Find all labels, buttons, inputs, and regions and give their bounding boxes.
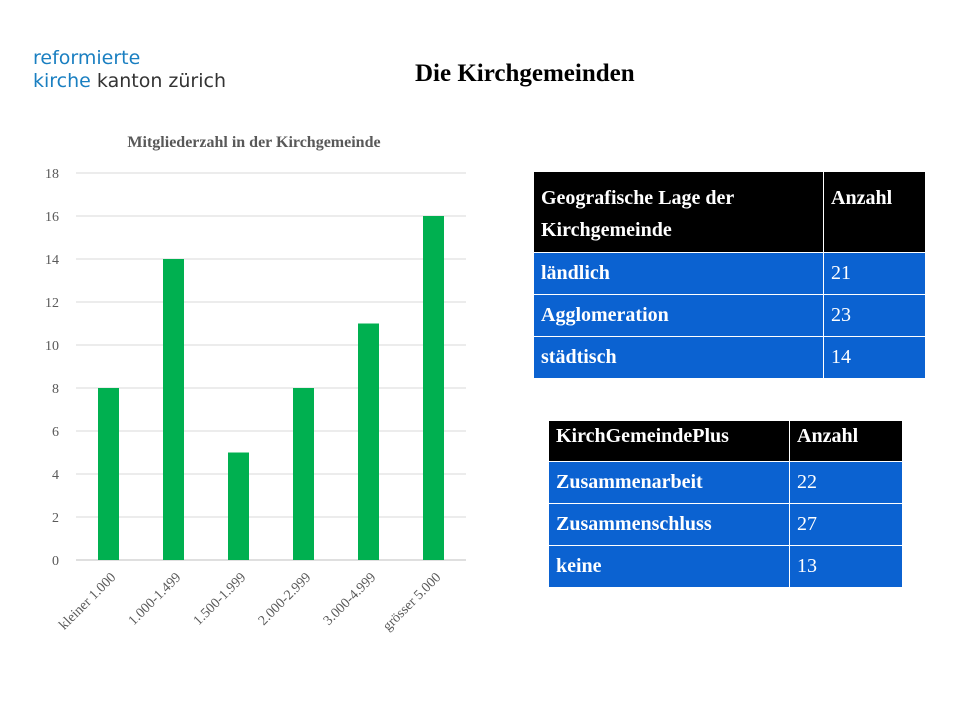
table-cell: ländlich bbox=[533, 252, 824, 295]
table-row: ländlich 21 bbox=[533, 252, 926, 295]
table-geografische-lage: Geografische Lage der Kirchgemeinde Anza… bbox=[533, 171, 926, 379]
y-tick-label: 6 bbox=[52, 425, 59, 440]
page-title: Die Kirchgemeinden bbox=[415, 60, 635, 87]
bar bbox=[98, 388, 119, 560]
logo-line1: reformierte bbox=[33, 47, 141, 69]
logo-kirche: kirche bbox=[33, 70, 91, 92]
table-cell: 14 bbox=[823, 336, 926, 379]
table-row: Zusammenschluss 27 bbox=[548, 503, 903, 546]
table-row: städtisch 14 bbox=[533, 336, 926, 379]
table-cell: Zusammenarbeit bbox=[548, 461, 790, 504]
bar bbox=[228, 452, 249, 560]
x-tick-label: 1.000-1.499 bbox=[126, 570, 184, 628]
x-tick-label: 2.000-2.999 bbox=[256, 570, 314, 628]
y-tick-label: 18 bbox=[45, 167, 59, 182]
logo: reformierte kirche kanton zürich bbox=[33, 47, 226, 93]
table-header-cell: Anzahl bbox=[789, 420, 903, 462]
table-cell: Zusammenschluss bbox=[548, 503, 790, 546]
chart-title: Mitgliederzahl in der Kirchgemeinde bbox=[127, 134, 380, 151]
y-tick-label: 2 bbox=[52, 511, 59, 526]
table-header-cell: Anzahl bbox=[823, 171, 926, 253]
table-cell: 13 bbox=[789, 545, 903, 588]
table-cell: 27 bbox=[789, 503, 903, 546]
table-header-row: Geografische Lage der Kirchgemeinde Anza… bbox=[533, 171, 926, 253]
bar bbox=[358, 323, 379, 560]
x-tick-label: kleiner 1.000 bbox=[56, 570, 119, 633]
table-row: Agglomeration 23 bbox=[533, 294, 926, 337]
table-cell: keine bbox=[548, 545, 790, 588]
x-tick-label: 3.000-4.999 bbox=[321, 570, 379, 628]
table-cell: Agglomeration bbox=[533, 294, 824, 337]
table-header-cell: KirchGemeindePlus bbox=[548, 420, 790, 462]
table-cell: städtisch bbox=[533, 336, 824, 379]
table-kirchgemeindeplus: KirchGemeindePlus Anzahl Zusammenarbeit … bbox=[548, 420, 903, 588]
table-cell: 23 bbox=[823, 294, 926, 337]
y-tick-label: 4 bbox=[52, 468, 59, 483]
table-cell: 22 bbox=[789, 461, 903, 504]
y-tick-label: 8 bbox=[52, 382, 59, 397]
logo-line2: kirche kanton zürich bbox=[33, 70, 226, 93]
y-tick-label: 10 bbox=[45, 339, 59, 354]
table-row: keine 13 bbox=[548, 545, 903, 588]
x-tick-label: 1.500-1.999 bbox=[191, 570, 249, 628]
bar-chart: Mitgliederzahl in der Kirchgemeinde 0 2 4 6 8… bbox=[45, 134, 466, 634]
logo-kanton: kanton zürich bbox=[90, 70, 227, 92]
table-header-cell: Geografische Lage der Kirchgemeinde bbox=[533, 171, 824, 253]
bar bbox=[293, 388, 314, 560]
y-tick-label: 12 bbox=[45, 296, 59, 311]
y-tick-label: 0 bbox=[52, 554, 59, 569]
y-tick-label: 16 bbox=[45, 210, 59, 225]
x-tick-label: grösser 5.000 bbox=[380, 570, 444, 634]
bar bbox=[163, 259, 184, 560]
y-tick-label: 14 bbox=[45, 253, 59, 268]
table-header-row: KirchGemeindePlus Anzahl bbox=[548, 420, 903, 462]
bar bbox=[423, 216, 444, 560]
table-cell: 21 bbox=[823, 252, 926, 295]
table-row: Zusammenarbeit 22 bbox=[548, 461, 903, 504]
